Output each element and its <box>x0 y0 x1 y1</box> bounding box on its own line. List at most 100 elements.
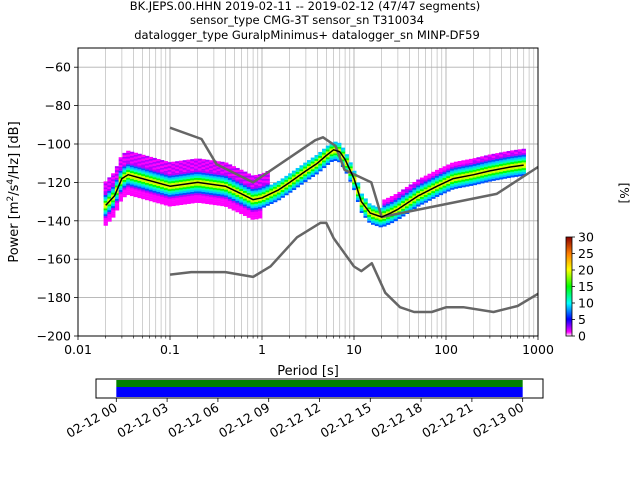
ppsd-cell <box>514 172 519 175</box>
ppsd-cell <box>175 189 180 193</box>
ppsd-cell <box>197 195 203 198</box>
ppsd-cell <box>182 196 187 199</box>
ppsd-cell <box>171 196 176 199</box>
title-line-2: sensor_type CMG-3T sensor_sn T310034 <box>190 13 424 27</box>
ppsd-cell <box>190 174 195 177</box>
ppsd-cell <box>367 216 372 219</box>
ppsd-cell <box>209 171 214 174</box>
ppsd-cell <box>461 167 466 171</box>
ppsd-cell <box>318 157 323 160</box>
mode-line-group <box>105 149 524 218</box>
ppsd-cell <box>137 192 142 195</box>
ppsd-cell <box>276 198 282 201</box>
ppsd-cell <box>510 150 515 153</box>
ppsd-cell <box>344 171 349 174</box>
ppsd-cell <box>483 157 489 160</box>
ppsd-cell <box>137 174 142 178</box>
ppsd-cell <box>416 191 421 194</box>
ppsd-cell <box>374 212 380 215</box>
ppsd-cell <box>273 184 278 187</box>
ppsd-cell <box>408 207 413 210</box>
ppsd-cell <box>156 189 161 192</box>
ppsd-cell <box>431 183 436 186</box>
ppsd-cell <box>419 196 425 199</box>
ppsd-cell <box>242 185 248 188</box>
ppsd-cell <box>227 185 233 188</box>
ppsd-cell <box>325 151 331 154</box>
ppsd-cell <box>242 186 248 190</box>
ppsd-cell <box>386 211 391 214</box>
ppsd-cell <box>114 202 120 205</box>
ppsd-cell <box>344 163 349 166</box>
ppsd-cell <box>182 200 187 203</box>
ppsd-cell <box>401 193 406 196</box>
ppsd-cell <box>163 168 169 171</box>
ppsd-cell <box>442 173 447 177</box>
ppsd-cell <box>156 158 161 162</box>
ppsd-cell <box>167 171 172 174</box>
ppsd-cell <box>483 176 489 179</box>
ppsd-cell <box>197 166 203 169</box>
ppsd-cell <box>322 152 327 155</box>
ppsd-cell <box>137 167 142 170</box>
ppsd-cell <box>122 179 127 182</box>
ppsd-cell <box>273 188 278 191</box>
ppsd-cell <box>408 186 413 189</box>
ppsd-cell <box>382 205 387 208</box>
ppsd-cell <box>133 191 139 194</box>
ppsd-cell <box>167 183 172 186</box>
ppsd-cell <box>239 200 244 203</box>
ppsd-cell <box>242 213 248 216</box>
ppsd-cell <box>291 184 297 187</box>
ppsd-cell <box>446 177 451 181</box>
ppsd-cell <box>261 192 267 195</box>
ppsd-cell <box>224 164 229 167</box>
ppsd-cell <box>408 192 413 195</box>
ppsd-cell <box>483 163 489 166</box>
ppsd-cell <box>171 165 176 168</box>
ppsd-cell <box>122 193 127 196</box>
ppsd-cell <box>442 183 447 186</box>
ppsd-cell <box>261 184 267 187</box>
ppsd-cell <box>472 167 477 170</box>
ppsd-cell <box>254 209 259 212</box>
ppsd-cell <box>231 183 236 186</box>
ppsd-cell <box>521 156 526 159</box>
ppsd-cell <box>197 193 203 196</box>
ppsd-cell <box>322 154 327 157</box>
ppsd-cell <box>209 165 214 169</box>
ppsd-cell <box>453 186 459 189</box>
ppsd-cell <box>254 186 259 189</box>
ppsd-cell <box>258 214 263 217</box>
ppsd-cell <box>502 151 508 154</box>
ppsd-cell <box>160 200 165 203</box>
ppsd-cell <box>337 146 342 149</box>
ppsd-cell <box>502 155 508 158</box>
ppsd-cell <box>152 179 157 182</box>
ppsd-cell <box>393 194 398 197</box>
ppsd-cell <box>427 175 432 178</box>
ppsd-cell <box>393 219 398 222</box>
ppsd-cell <box>193 160 199 163</box>
ppsd-cell <box>487 167 493 171</box>
ppsd-cell <box>416 196 421 199</box>
ppsd-cell <box>224 166 229 169</box>
ppsd-cell <box>438 175 444 178</box>
ppsd-cell <box>216 186 221 189</box>
ppsd-cell <box>186 163 191 166</box>
coverage-bar-bottom <box>116 387 523 397</box>
ppsd-cell <box>408 190 413 193</box>
ppsd-cell <box>359 210 365 213</box>
ppsd-cell <box>329 148 334 151</box>
ppsd-cell <box>250 183 255 186</box>
ppsd-cell <box>438 179 444 182</box>
ppsd-cell <box>141 181 146 184</box>
ppsd-cell <box>404 186 410 190</box>
ppsd-cell <box>468 181 474 185</box>
ppsd-cell <box>167 202 172 205</box>
ppsd-cell <box>506 168 511 171</box>
ppsd-cell <box>122 191 127 194</box>
ppsd-cell <box>227 166 233 169</box>
ppsd-cell <box>201 174 206 177</box>
ppsd-cell <box>171 192 176 195</box>
